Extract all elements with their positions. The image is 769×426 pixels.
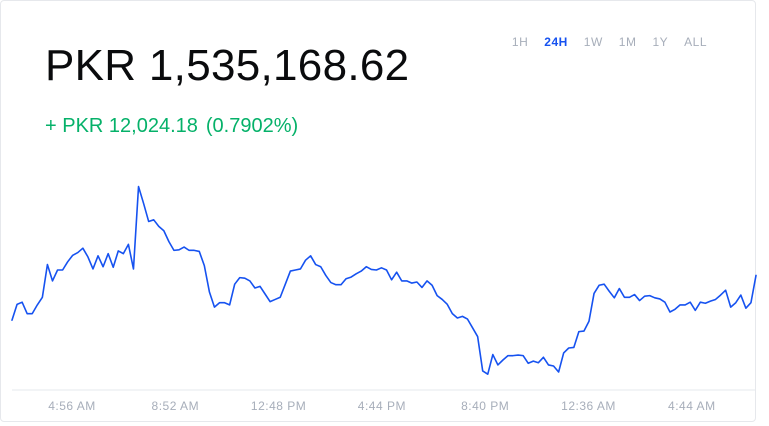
x-tick-label: 8:40 PM	[461, 399, 509, 413]
x-tick-label: 12:36 AM	[561, 399, 616, 413]
range-tab-1w[interactable]: 1W	[583, 35, 603, 49]
x-tick-label: 4:56 AM	[48, 399, 96, 413]
price-line-series[interactable]	[11, 185, 757, 375]
range-tab-all[interactable]: ALL	[684, 35, 707, 49]
x-axis-labels: 4:56 AM 8:52 AM 12:48 PM 4:44 PM 8:40 PM 12:3…	[48, 399, 715, 413]
range-tab-24h[interactable]: 24H	[544, 35, 568, 49]
range-tab-1h[interactable]: 1H	[511, 35, 529, 49]
range-tab-1m[interactable]: 1M	[618, 35, 637, 49]
current-price: PKR 1,535,168.62	[45, 41, 410, 90]
range-tab-1y[interactable]: 1Y	[652, 35, 669, 49]
change-percent: (0.7902%)	[205, 115, 299, 137]
time-range-selector: 1H 24H 1W 1M 1Y ALL	[504, 35, 715, 49]
x-tick-label: 8:52 AM	[152, 399, 200, 413]
price-change: + PKR 12,024.18 (0.7902%)	[45, 115, 298, 138]
price-card: PKR 1,535,168.62 + PKR 12,024.18 (0.7902%…	[0, 0, 756, 422]
x-tick-label: 4:44 AM	[668, 399, 716, 413]
x-tick-label: 4:44 PM	[358, 399, 406, 413]
x-tick-label: 12:48 PM	[251, 399, 306, 413]
change-amount: + PKR 12,024.18	[45, 115, 198, 137]
